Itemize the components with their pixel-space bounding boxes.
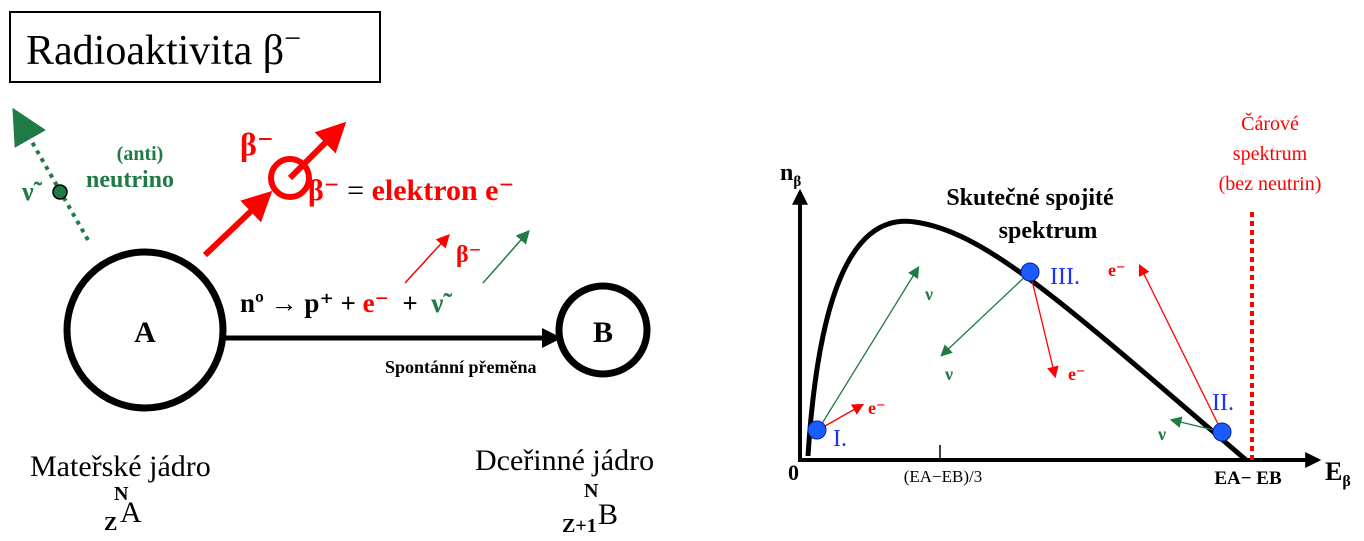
parent-n: N [114, 483, 129, 505]
daughter-z: Z+1 [562, 515, 597, 537]
electron-arrow [1138, 263, 1223, 433]
neutrino-symbol: ν̃ [21, 177, 43, 206]
title: Radioaktivita β− [26, 22, 301, 74]
line-spectrum-label: (bez neutrin) [1219, 173, 1322, 195]
beta-definition: β⁻ = elektron e⁻ [308, 174, 514, 207]
parent-caption: Mateřské jádro [30, 450, 211, 483]
point-label: III. [1050, 264, 1080, 290]
arrow-label: Spontánní přeměna [385, 357, 537, 377]
title-box [9, 11, 381, 83]
parent-element: A [120, 496, 142, 529]
electron-label: e⁻ [1068, 364, 1086, 384]
neutrino-particle [52, 184, 68, 200]
curve-label: spektrum [999, 218, 1098, 244]
point [807, 420, 827, 440]
neutrino-label: ν [924, 284, 933, 304]
parent-z: Z [104, 513, 117, 535]
neutrino-label: (anti) [117, 143, 164, 165]
neutrino-path [12, 107, 90, 241]
y-label: nβ [780, 160, 801, 190]
curve-label: Skutečné spojité [946, 185, 1114, 211]
electron [268, 156, 312, 200]
neutrino-arrow [817, 266, 920, 431]
point-label: I. [833, 426, 847, 452]
neutrino-label: ν [944, 364, 953, 384]
end-label: EA− EB [1214, 468, 1282, 489]
parent-nucleus [63, 248, 227, 412]
point [1020, 262, 1040, 282]
line-spectrum-label: Čárové [1241, 111, 1299, 135]
electron-arrow [1029, 271, 1059, 379]
beta-path [287, 121, 347, 181]
tick-label: (EA−EB)/3 [904, 467, 983, 486]
point [1212, 422, 1232, 442]
beta-path [202, 190, 273, 258]
line-spectrum-label: spektrum [1233, 143, 1308, 165]
daughter-element: B [598, 498, 618, 531]
reaction: nº → p⁺ + e⁻ + ν̃ [240, 288, 452, 318]
daughter-symbol: B [593, 316, 613, 349]
daughter-caption: Dceřinné jádro [475, 444, 654, 477]
beta-arrow [404, 234, 450, 284]
neutrino-label: ν [1157, 424, 1166, 444]
electron-label: e⁻ [1108, 260, 1126, 280]
beta-symbol: β⁻ [240, 126, 274, 162]
parent-symbol: A [134, 316, 156, 349]
neutrino-arrow [482, 229, 530, 284]
small-beta: β⁻ [456, 242, 481, 268]
spectrum-curve [805, 218, 1248, 462]
x-label: Eβ [1325, 457, 1351, 490]
point-label: II. [1212, 390, 1234, 416]
daughter-n: N [584, 480, 599, 502]
neutrino-arrow [940, 271, 1031, 357]
neutrino-label: neutrino [86, 167, 174, 193]
electron-label: e⁻ [868, 398, 886, 418]
origin: 0 [788, 460, 799, 485]
